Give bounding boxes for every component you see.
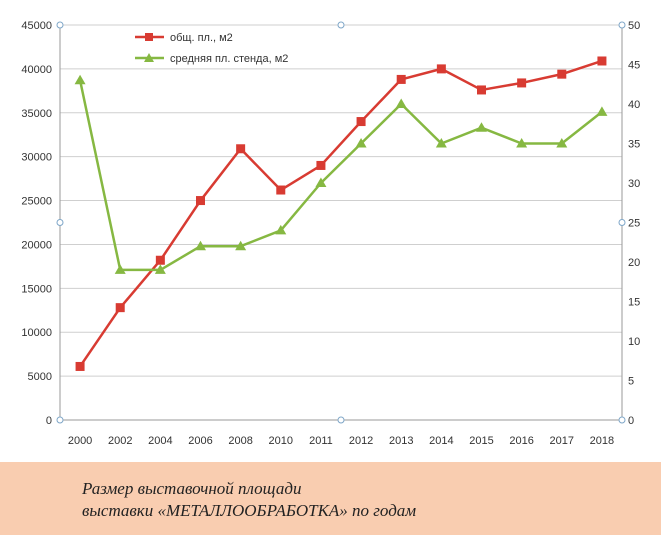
x-tick-label: 2013 bbox=[389, 435, 413, 447]
data-point bbox=[436, 64, 446, 74]
data-point bbox=[196, 196, 205, 206]
data-point bbox=[355, 138, 367, 148]
series-line-0 bbox=[79, 59, 603, 368]
left-tick-label: 35000 bbox=[21, 108, 52, 120]
x-tick-label: 2010 bbox=[269, 435, 293, 447]
x-tick-label: 2016 bbox=[509, 435, 533, 447]
right-tick-label: 45 bbox=[628, 60, 640, 72]
left-tick-label: 45000 bbox=[21, 20, 52, 32]
x-tick-label: 2018 bbox=[590, 435, 614, 447]
x-tick-label: 2006 bbox=[188, 435, 212, 447]
data-point bbox=[597, 56, 607, 66]
right-tick-label: 20 bbox=[628, 257, 640, 269]
caption-band: Размер выставочной площади выставки «МЕТ… bbox=[0, 462, 661, 535]
x-tick-label: 2017 bbox=[550, 435, 574, 447]
data-point bbox=[275, 224, 287, 235]
right-tick-label: 40 bbox=[628, 99, 640, 111]
axes bbox=[59, 25, 623, 421]
series-group bbox=[74, 56, 608, 371]
data-point bbox=[115, 303, 125, 313]
x-tick-label: 2002 bbox=[108, 435, 132, 447]
legend-label-total: общ. пл., м2 bbox=[170, 32, 233, 44]
figure-caption: Размер выставочной площади выставки «МЕТ… bbox=[82, 478, 642, 522]
data-point bbox=[235, 240, 247, 251]
right-axis-ticks: 0 5 10 15 20 25 30 35 40 45 50 bbox=[628, 20, 640, 427]
legend-marker-total bbox=[145, 33, 153, 41]
selection-handle bbox=[56, 416, 64, 424]
right-tick-label: 15 bbox=[628, 297, 640, 309]
data-point bbox=[476, 122, 487, 132]
selection-handle bbox=[618, 416, 626, 424]
legend-label-average: средняя пл. стенда, м2 bbox=[170, 53, 288, 65]
data-point bbox=[356, 117, 366, 127]
left-tick-label: 40000 bbox=[21, 64, 52, 76]
selection-handle bbox=[337, 416, 345, 424]
data-point bbox=[395, 98, 407, 108]
legend: общ. пл., м2 средняя пл. стенда, м2 bbox=[135, 32, 288, 65]
data-point bbox=[516, 138, 528, 148]
data-point bbox=[276, 185, 286, 195]
selection-handle bbox=[56, 219, 64, 226]
selection-handles bbox=[56, 21, 626, 424]
right-tick-label: 35 bbox=[628, 139, 640, 151]
right-tick-label: 30 bbox=[628, 178, 640, 190]
left-tick-label: 20000 bbox=[21, 239, 52, 251]
data-point bbox=[477, 85, 486, 95]
right-tick-label: 0 bbox=[628, 415, 634, 427]
data-point bbox=[556, 138, 568, 148]
data-point bbox=[596, 106, 608, 116]
data-point bbox=[396, 74, 406, 84]
selection-handle bbox=[56, 21, 64, 29]
data-point bbox=[154, 264, 166, 274]
caption-line-1: Размер выставочной площади bbox=[82, 479, 302, 498]
line-chart: 0500010000150002000025000300003500040000… bbox=[21, 20, 640, 447]
legend-marker-average bbox=[144, 53, 154, 62]
left-tick-label: 0 bbox=[46, 415, 52, 427]
x-tick-label: 2011 bbox=[309, 435, 333, 447]
selection-handle bbox=[618, 21, 626, 29]
selection-handle bbox=[618, 219, 626, 226]
x-tick-label: 2004 bbox=[148, 435, 172, 447]
x-tick-label: 2015 bbox=[469, 435, 493, 447]
right-tick-label: 50 bbox=[628, 20, 640, 32]
left-axis-ticks: 0 5000 10000 15000 20000 25000 30000 35000 40000… bbox=[21, 20, 52, 427]
data-point bbox=[74, 74, 86, 85]
selection-handle bbox=[337, 21, 345, 29]
data-point bbox=[517, 78, 527, 88]
x-tick-label: 2008 bbox=[228, 435, 252, 447]
left-tick-label: 15000 bbox=[21, 283, 52, 295]
data-point bbox=[435, 138, 447, 148]
data-point bbox=[557, 69, 567, 79]
data-point bbox=[316, 160, 326, 170]
x-tick-label: 2012 bbox=[349, 435, 373, 447]
gridlines bbox=[60, 24, 622, 377]
left-tick-label: 5000 bbox=[28, 371, 52, 383]
data-point bbox=[315, 177, 327, 187]
right-tick-label: 25 bbox=[628, 218, 640, 230]
data-point bbox=[75, 361, 85, 371]
x-tick-label: 2014 bbox=[429, 435, 453, 447]
left-tick-label: 30000 bbox=[21, 152, 52, 164]
data-point bbox=[114, 264, 126, 274]
right-tick-label: 10 bbox=[628, 336, 640, 348]
series-line-1 bbox=[78, 80, 603, 272]
data-point bbox=[155, 255, 165, 265]
chart-area: 0 5000 10000 15000 20000 25000 30000 35000 40000… bbox=[21, 20, 641, 447]
x-axis-ticks: 2000 2002 2004 2006 2008 2010 2011 2012 2013 2014… bbox=[68, 435, 614, 447]
left-tick-label: 25000 bbox=[21, 196, 52, 208]
left-tick-label: 10000 bbox=[21, 327, 52, 339]
data-point bbox=[236, 144, 246, 154]
x-tick-label: 2000 bbox=[68, 435, 92, 447]
caption-line-2: выставки «МЕТАЛЛООБРАБОТКА» по годам bbox=[82, 501, 417, 520]
data-point bbox=[195, 240, 206, 251]
right-tick-label: 5 bbox=[628, 376, 634, 388]
